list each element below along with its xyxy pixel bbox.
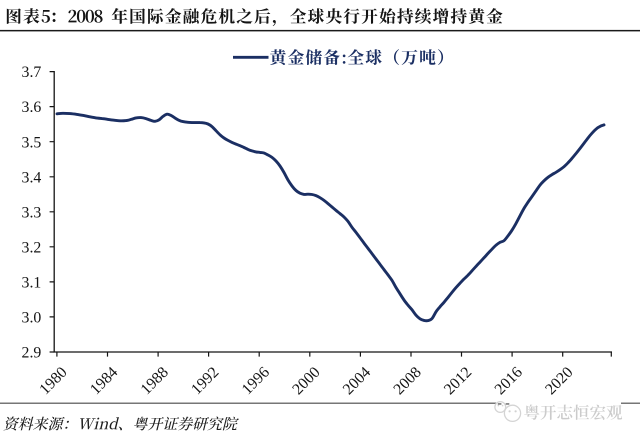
svg-text:3.6: 3.6 xyxy=(22,99,42,116)
svg-text:3.0: 3.0 xyxy=(22,310,42,327)
svg-text:3.1: 3.1 xyxy=(22,275,42,292)
svg-text:3.3: 3.3 xyxy=(22,204,42,221)
svg-text:3.4: 3.4 xyxy=(22,169,42,186)
svg-text:3.2: 3.2 xyxy=(22,239,42,256)
svg-text:3.7: 3.7 xyxy=(22,64,42,81)
svg-text:3.5: 3.5 xyxy=(22,134,42,151)
svg-text:2.9: 2.9 xyxy=(22,345,42,362)
